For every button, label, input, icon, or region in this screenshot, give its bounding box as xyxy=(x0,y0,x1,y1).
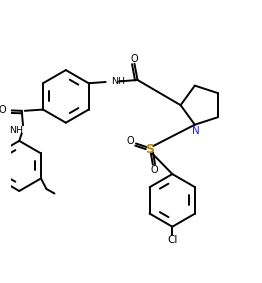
Text: O: O xyxy=(150,165,158,175)
Text: S: S xyxy=(145,143,154,156)
Text: O: O xyxy=(130,54,138,64)
Text: NH: NH xyxy=(9,126,23,135)
Text: Cl: Cl xyxy=(167,235,178,245)
Text: O: O xyxy=(127,136,134,146)
Text: NH: NH xyxy=(111,77,125,86)
Text: O: O xyxy=(0,105,6,115)
Text: N: N xyxy=(192,126,200,136)
